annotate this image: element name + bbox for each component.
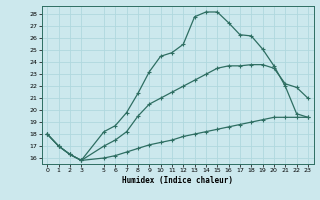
X-axis label: Humidex (Indice chaleur): Humidex (Indice chaleur) <box>122 176 233 185</box>
